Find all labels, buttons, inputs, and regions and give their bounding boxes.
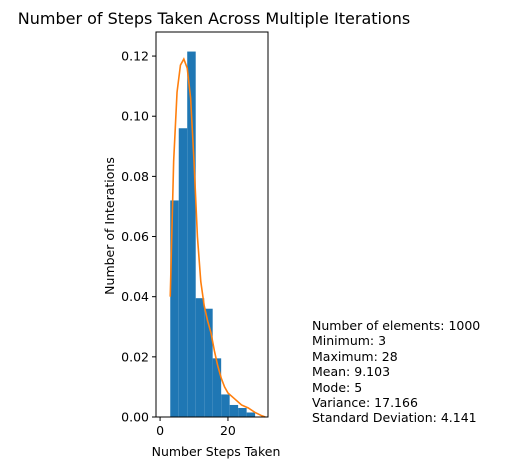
y-tick-label: 0.08 xyxy=(121,169,149,184)
x-axis-ticks: 0 20 xyxy=(156,417,236,438)
y-tick-label: 0.10 xyxy=(121,109,149,124)
histogram-bar xyxy=(170,200,179,417)
axes-frame xyxy=(155,31,269,418)
y-axis-label: Number of Interations xyxy=(102,157,117,295)
stat-minimum: Minimum: 3 xyxy=(312,333,387,349)
stat-mode: Mode: 5 xyxy=(312,379,363,395)
y-tick-label: 0.02 xyxy=(121,349,149,364)
stat-variance: Variance: 17.166 xyxy=(312,395,418,411)
x-tick-label: 0 xyxy=(156,423,164,438)
x-axis-label: Number Steps Taken xyxy=(152,444,281,459)
y-tick-label: 0.06 xyxy=(121,229,149,244)
histogram-bar xyxy=(195,298,205,417)
histogram-bar xyxy=(212,358,222,417)
stat-maximum: Maximum: 28 xyxy=(312,348,398,364)
stat-count: Number of elements: 1000 xyxy=(312,318,481,333)
histogram-bar xyxy=(178,128,188,417)
histogram-bar xyxy=(229,404,239,417)
histogram-bars xyxy=(170,51,256,417)
stat-mean: Mean: 9.103 xyxy=(312,364,391,380)
histogram-bar xyxy=(187,51,196,417)
y-tick-label: 0.00 xyxy=(121,410,149,425)
histogram-bar xyxy=(221,394,230,417)
stat-std-dev: Standard Deviation: 4.141 xyxy=(312,410,477,426)
y-tick-label: 0.04 xyxy=(121,289,149,304)
histogram-bar xyxy=(238,407,247,417)
chart-title: Number of Steps Taken Across Multiple It… xyxy=(18,9,411,28)
y-tick-label: 0.12 xyxy=(121,49,149,64)
summary-statistics: Number of elements: 1000 Minimum: 3 Maxi… xyxy=(312,318,480,426)
y-axis-ticks: 0.00 0.02 0.04 0.06 0.08 0.10 0.12 xyxy=(121,49,156,425)
histogram-bar xyxy=(246,412,256,417)
histogram-bar xyxy=(204,308,213,417)
x-tick-label: 20 xyxy=(220,423,236,438)
kde-curve xyxy=(169,57,266,418)
